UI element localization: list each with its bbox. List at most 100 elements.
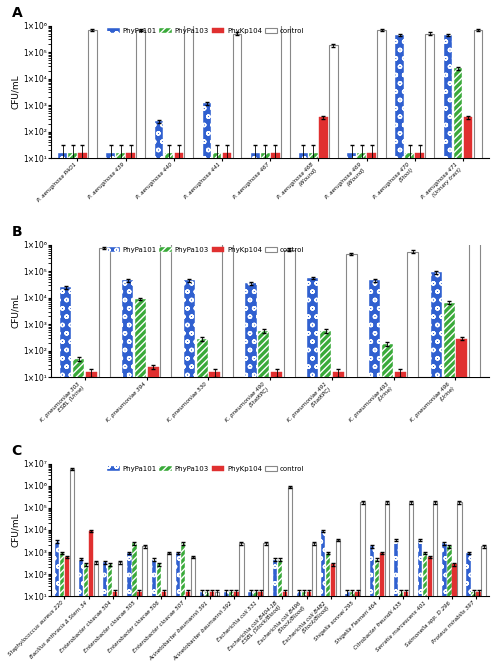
Bar [79,559,83,667]
Bar [223,153,231,667]
Bar [415,153,424,667]
Bar [469,238,480,667]
Bar [116,153,125,667]
Bar [288,487,292,667]
Bar [156,564,161,667]
Bar [471,592,476,667]
Bar [466,553,471,667]
Bar [258,592,263,667]
Bar [444,35,452,667]
Bar [59,553,64,667]
Bar [404,592,408,667]
Bar [99,248,110,667]
Bar [357,153,366,667]
Bar [302,592,306,667]
Bar [433,502,438,667]
Bar [246,283,256,667]
Bar [222,238,233,667]
Bar [60,287,71,667]
Bar [367,153,376,667]
Bar [251,153,259,667]
Y-axis label: CFU/mL: CFU/mL [11,75,20,109]
Bar [370,546,374,667]
Bar [137,592,142,667]
Bar [431,272,442,667]
Text: A: A [11,6,22,20]
Bar [160,241,171,667]
Bar [418,540,422,667]
Bar [143,546,147,667]
Bar [135,299,146,667]
Bar [88,30,97,667]
Bar [108,564,112,667]
Bar [278,560,282,667]
Bar [457,502,462,667]
Bar [84,564,88,667]
Bar [456,339,467,667]
Bar [385,502,389,667]
Bar [127,553,132,667]
Bar [319,117,328,667]
Bar [164,153,173,667]
Bar [409,502,413,667]
Bar [333,372,344,667]
Bar [213,153,221,667]
Bar [166,553,171,667]
Bar [355,592,360,667]
Bar [350,592,355,667]
Bar [442,543,446,667]
Text: C: C [11,444,22,458]
Bar [258,331,269,667]
Bar [191,557,195,667]
Bar [321,531,325,667]
Bar [474,30,482,667]
Bar [126,153,135,667]
Bar [281,11,290,667]
Bar [186,592,190,667]
Bar [229,592,234,667]
Bar [151,560,156,667]
Bar [346,254,357,667]
Y-axis label: CFU/mL: CFU/mL [11,513,20,547]
Legend: PhyPa101, PhyPa103, PhyKp104, control: PhyPa101, PhyPa103, PhyKp104, control [107,247,304,253]
Bar [205,592,209,667]
Bar [210,592,214,667]
Bar [103,562,107,667]
Bar [70,469,74,667]
Bar [86,372,97,667]
Bar [271,372,282,667]
Bar [320,331,331,667]
Bar [482,546,486,667]
Bar [113,592,117,667]
Bar [428,557,432,667]
Bar [154,121,163,667]
Bar [161,592,166,667]
Bar [312,543,316,667]
Bar [224,592,229,667]
Bar [203,103,211,667]
Bar [307,278,318,667]
Bar [331,564,336,667]
Bar [94,562,98,667]
Bar [184,280,195,667]
Bar [58,153,67,667]
Bar [106,153,115,667]
Bar [273,560,277,667]
Bar [181,543,185,667]
Bar [329,45,338,667]
Bar [405,153,414,667]
Bar [464,117,472,667]
Bar [122,280,133,667]
Bar [200,592,204,667]
Bar [396,35,404,667]
Bar [132,543,137,667]
Legend: PhyPa101, PhyPa103, PhyKp104, control: PhyPa101, PhyPa103, PhyKp104, control [107,466,304,472]
Bar [253,592,258,667]
Bar [263,543,268,667]
Bar [423,553,427,667]
Bar [209,372,220,667]
Bar [453,68,462,667]
Bar [248,592,253,667]
Bar [54,542,59,667]
Bar [452,564,456,667]
